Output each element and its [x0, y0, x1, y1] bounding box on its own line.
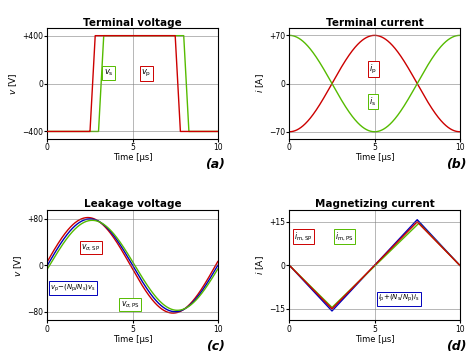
- X-axis label: Time [μs]: Time [μs]: [355, 335, 394, 344]
- Text: (d): (d): [446, 340, 466, 353]
- X-axis label: Time [μs]: Time [μs]: [113, 153, 152, 162]
- Title: Terminal current: Terminal current: [326, 18, 423, 28]
- Title: Magnetizing current: Magnetizing current: [315, 199, 435, 209]
- Text: $i_\mathrm{p}$: $i_\mathrm{p}$: [369, 63, 377, 76]
- Title: Terminal voltage: Terminal voltage: [83, 18, 182, 28]
- Y-axis label: $i$ [A]: $i$ [A]: [255, 74, 266, 93]
- Title: Leakage voltage: Leakage voltage: [84, 199, 182, 209]
- X-axis label: Time [μs]: Time [μs]: [113, 335, 152, 344]
- X-axis label: Time [μs]: Time [μs]: [355, 153, 394, 162]
- Text: $i_\mathrm{s}$: $i_\mathrm{s}$: [369, 95, 377, 108]
- Text: $v_\mathrm{p}$: $v_\mathrm{p}$: [141, 68, 152, 79]
- Text: (a): (a): [205, 158, 225, 172]
- Text: $v_\mathrm{p}{-}(N_\mathrm{p}/N_\mathrm{s})v_\mathrm{s}$: $v_\mathrm{p}{-}(N_\mathrm{p}/N_\mathrm{…: [50, 282, 96, 294]
- Text: $v_{\sigma,\mathrm{PS}}$: $v_{\sigma,\mathrm{PS}}$: [121, 299, 140, 310]
- Text: $v_{\sigma,\mathrm{SP}}$: $v_{\sigma,\mathrm{SP}}$: [82, 242, 100, 253]
- Y-axis label: $v$ [V]: $v$ [V]: [8, 72, 19, 95]
- Y-axis label: $v$ [V]: $v$ [V]: [13, 254, 25, 277]
- Text: (b): (b): [446, 158, 466, 172]
- Y-axis label: $i$ [A]: $i$ [A]: [255, 256, 266, 275]
- Text: $i_\mathrm{p}{+}(N_\mathrm{s}/N_\mathrm{p})i_\mathrm{s}$: $i_\mathrm{p}{+}(N_\mathrm{s}/N_\mathrm{…: [378, 293, 419, 304]
- Text: $i_{\mathrm{m,PS}}$: $i_{\mathrm{m,PS}}$: [336, 231, 354, 243]
- Text: $v_\mathrm{s}$: $v_\mathrm{s}$: [104, 68, 113, 78]
- Text: (c): (c): [206, 340, 225, 353]
- Text: $i_{\mathrm{m,SP}}$: $i_{\mathrm{m,SP}}$: [294, 231, 313, 243]
